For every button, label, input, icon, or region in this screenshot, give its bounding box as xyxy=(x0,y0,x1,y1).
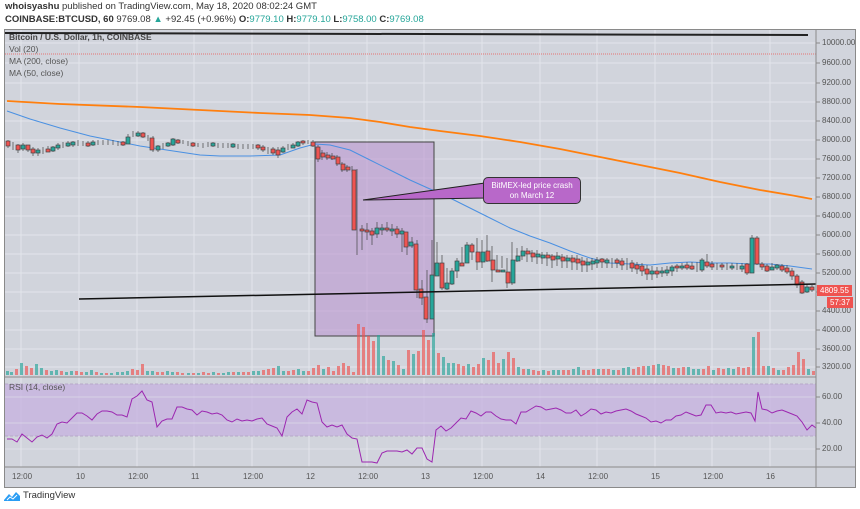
time-tick: 16 xyxy=(766,472,775,481)
rsi-tick: 60.00 xyxy=(822,392,843,401)
top-horizontal-line xyxy=(4,32,809,36)
high-label: H: xyxy=(286,14,297,25)
legend-ma200[interactable]: MA (200, close) xyxy=(9,56,69,66)
ma200-line xyxy=(6,100,813,200)
price-tick: 4000.00 xyxy=(822,325,851,334)
price-tick: 3200.00 xyxy=(822,362,851,371)
price-tick: 10000.00 xyxy=(822,38,856,47)
tradingview-branding[interactable]: TradingView xyxy=(4,490,75,501)
close-label: C: xyxy=(379,14,390,25)
price-tick: 9600.00 xyxy=(822,58,851,67)
author-name[interactable]: whoisyashu xyxy=(5,1,60,12)
rsi-tick: 40.00 xyxy=(822,418,843,427)
tradingview-logo-text: TradingView xyxy=(23,490,76,501)
price-tick: 7200.00 xyxy=(822,173,851,182)
price-tick: 5600.00 xyxy=(822,249,851,258)
current-price-tag: 4809.55 xyxy=(817,285,852,296)
price-tick: 8400.00 xyxy=(822,116,851,125)
up-arrow-icon: ▲ xyxy=(153,14,163,25)
time-tick: 12:00 xyxy=(588,472,609,481)
annotation-callout[interactable]: BitMEX-led price crash on March 12 xyxy=(483,177,581,204)
symbol-label: COINBASE:BTCUSD, 60 xyxy=(5,14,114,25)
bar-countdown-tag: 57:37 xyxy=(827,297,854,308)
price-tick: 5200.00 xyxy=(822,268,851,277)
time-tick: 10 xyxy=(76,472,85,481)
price-tick: 6800.00 xyxy=(822,192,851,201)
legend-rsi[interactable]: RSI (14, close) xyxy=(9,382,66,392)
close-value: 9769.08 xyxy=(389,14,424,25)
candlesticks xyxy=(5,131,815,323)
tradingview-logo-icon xyxy=(4,491,20,501)
price-tick: 8800.00 xyxy=(822,97,851,106)
time-tick: 13 xyxy=(421,472,430,481)
ma50-line xyxy=(6,110,813,270)
price-tick: 4400.00 xyxy=(822,306,851,315)
open-label: O: xyxy=(238,14,250,25)
price-tick: 6400.00 xyxy=(822,211,851,220)
rsi-line xyxy=(7,390,817,464)
symbol-info: COINBASE:BTCUSD, 60 9769.08 ▲ +92.45 (+0… xyxy=(5,14,424,25)
open-value: 9779.10 xyxy=(249,14,284,25)
price-tick: 6000.00 xyxy=(822,230,851,239)
publish-info: whoisyashu published on TradingView.com,… xyxy=(5,1,317,12)
rsi-tick: 20.00 xyxy=(822,444,843,453)
support-trendline xyxy=(78,283,817,300)
high-value: 9779.10 xyxy=(296,14,331,25)
crash-highlight-box xyxy=(314,141,435,337)
last-price: 9769.08 xyxy=(116,14,151,25)
time-tick: 12:00 xyxy=(12,472,33,481)
annotation-line-2: on March 12 xyxy=(509,191,555,200)
price-change: +92.45 (+0.96%) xyxy=(165,14,237,25)
legend-ma50[interactable]: MA (50, close) xyxy=(9,68,64,78)
time-tick: 15 xyxy=(651,472,660,481)
published-text: published on TradingView.com, May 18, 20… xyxy=(62,1,317,12)
legend-vol[interactable]: Vol (20) xyxy=(9,44,39,54)
volume-bars xyxy=(6,324,815,375)
time-tick: 12:00 xyxy=(473,472,494,481)
time-tick: 12:00 xyxy=(128,472,149,481)
price-tick: 3600.00 xyxy=(822,344,851,353)
time-tick: 12:00 xyxy=(243,472,264,481)
time-tick: 12 xyxy=(306,472,315,481)
rsi-band xyxy=(5,384,816,436)
price-tick: 9200.00 xyxy=(822,78,851,87)
time-tick: 12:00 xyxy=(358,472,379,481)
low-label: L: xyxy=(333,14,343,25)
annotation-line-1: BitMEX-led price crash xyxy=(491,181,573,190)
time-tick: 14 xyxy=(536,472,545,481)
time-tick: 12:00 xyxy=(703,472,724,481)
price-tick: 7600.00 xyxy=(822,154,851,163)
chart-title: Bitcoin / U.S. Dollar, 1h, COINBASE xyxy=(9,32,152,42)
price-tick: 8000.00 xyxy=(822,135,851,144)
low-value: 9758.00 xyxy=(342,14,377,25)
time-tick: 11 xyxy=(191,472,200,481)
